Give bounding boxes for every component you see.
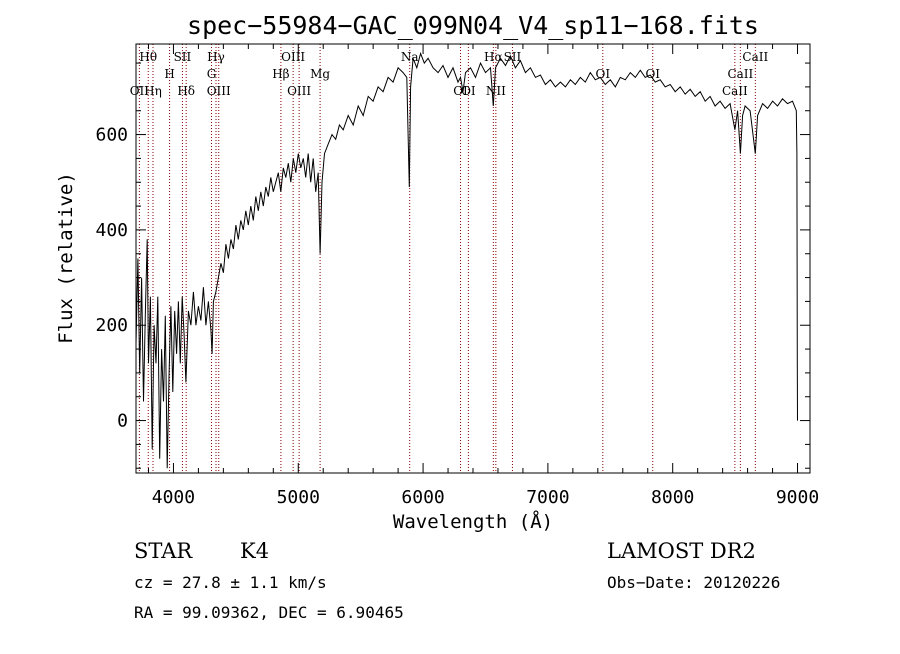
coords-text: RA = 99.09362, DEC = 6.90465 <box>134 603 404 622</box>
plot-frame <box>135 43 811 474</box>
line-marker-label: OΙ <box>461 84 476 98</box>
spectrum-line <box>135 51 798 469</box>
chart-title: spec−55984−GAC_099N04_V4_sp11−168.fits <box>187 11 759 40</box>
y-tick-label: 600 <box>95 125 128 146</box>
x-tick-label: 9000 <box>776 487 819 508</box>
survey-name: LAMOST DR2 <box>607 539 756 563</box>
y-tick-label: 0 <box>117 411 128 432</box>
line-marker-label: SΙΙ <box>174 50 192 64</box>
line-marker-label: OΙ <box>645 67 660 81</box>
line-marker-label: OΙ <box>453 84 468 98</box>
x-tick-label: 5000 <box>277 487 320 508</box>
object-subclass: K4 <box>240 539 269 563</box>
x-tick-label: 7000 <box>526 487 569 508</box>
line-marker-label: Hη <box>144 84 162 98</box>
line-marker-label: CaΙΙ <box>722 84 748 98</box>
line-marker-label: Hδ <box>177 84 195 98</box>
line-marker-label: OΙΙΙ <box>207 84 231 98</box>
line-marker-label: CaΙΙ <box>742 50 768 64</box>
redshift-text: cz = 27.8 ± 1.1 km/s <box>134 573 327 592</box>
line-marker-label: Na <box>401 50 419 64</box>
line-marker-label: OΙΙΙ <box>281 50 305 64</box>
line-marker-label: G <box>207 67 217 81</box>
line-marker-label: H <box>164 67 174 81</box>
x-tick-label: 6000 <box>401 487 444 508</box>
object-class: STAR <box>134 539 193 563</box>
line-marker-label: NΙΙ <box>486 84 506 98</box>
line-marker-label: OΙΙ <box>130 84 150 98</box>
plot-area <box>135 51 798 469</box>
line-markers: OΙΙHθHηSΙΙHHδHγGOΙΙΙOΙΙΙHβOΙΙΙMgNaOΙOΙHα… <box>130 44 768 473</box>
y-axis-label: Flux (relative) <box>55 172 77 344</box>
line-marker-label: Hβ <box>272 67 289 81</box>
y-tick-label: 200 <box>95 315 128 336</box>
x-tick-label: 8000 <box>651 487 694 508</box>
line-marker-label: Hγ <box>207 50 225 64</box>
x-axis-label: Wavelength (Å) <box>393 510 553 533</box>
line-marker-label: OΙΙΙ <box>287 84 311 98</box>
x-tick-label: 4000 <box>152 487 195 508</box>
line-marker-label: Hα <box>484 50 503 64</box>
axes: 4000 5000 6000 7000 8000 9000 0 200 400 600 <box>95 43 819 508</box>
line-marker-label: CaΙΙ <box>727 67 753 81</box>
obs-date-text: Obs−Date: 20120226 <box>607 573 780 592</box>
y-tick-label: 400 <box>95 220 128 241</box>
line-marker-label: Hθ <box>139 50 157 64</box>
line-marker-label: Mg <box>310 67 330 81</box>
